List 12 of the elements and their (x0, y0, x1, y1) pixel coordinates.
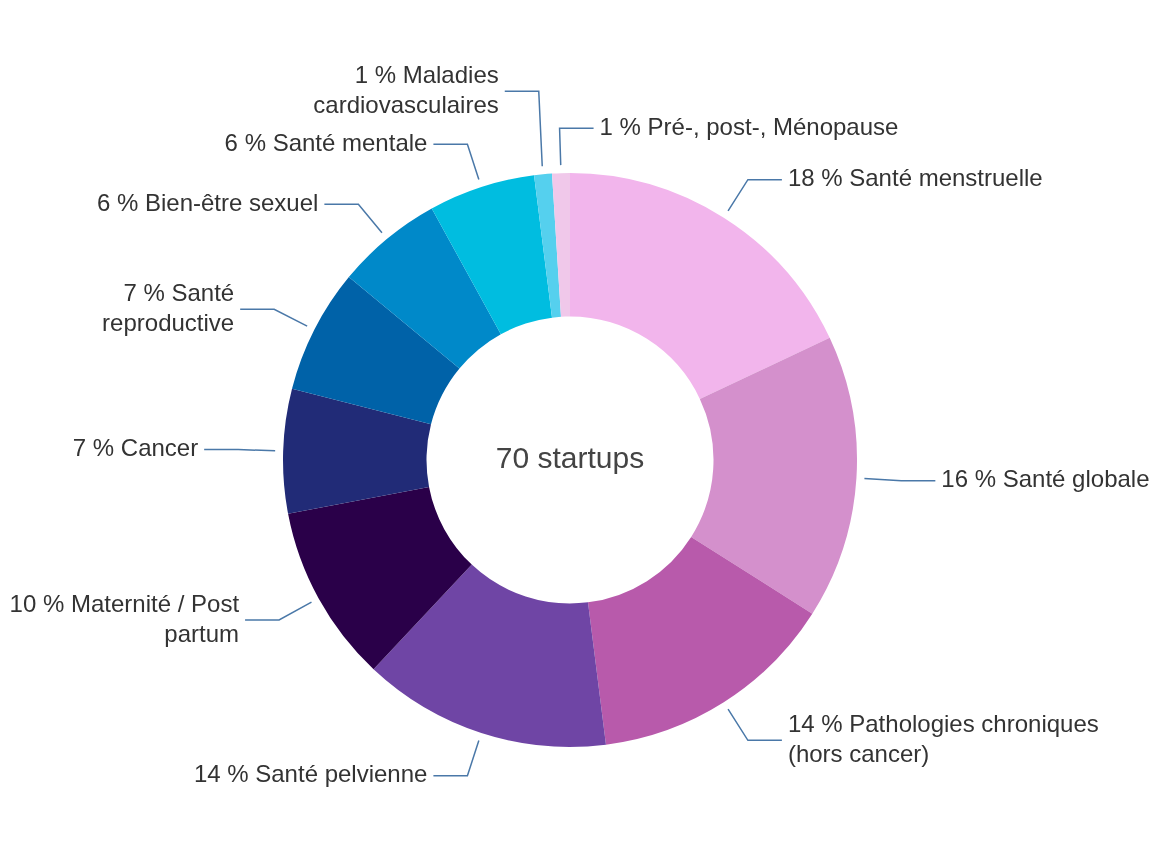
slice-label: 7 % Santé reproductive (102, 278, 235, 336)
slice-label: 10 % Maternité / Post partum (9, 589, 240, 647)
text: 70 startups (495, 441, 645, 475)
slice-label: 6 % Bien-être sexuel (96, 188, 319, 216)
slice-label: 1 % Maladies cardiovasculaires (313, 60, 499, 118)
slice-label: 14 % Pathologies chroniques (hors cancer) (787, 709, 1099, 767)
slice-label: 1 % Pré-, post-, Ménopause (599, 112, 899, 140)
slice-label: 7 % Cancer (72, 434, 199, 462)
slice-label: 16 % Santé globale (941, 465, 1150, 493)
slice-label: 18 % Santé menstruelle (787, 164, 1043, 192)
slice-label: 6 % Santé mentale (224, 128, 428, 156)
slice-label: 14 % Santé pelvienne (193, 760, 428, 788)
